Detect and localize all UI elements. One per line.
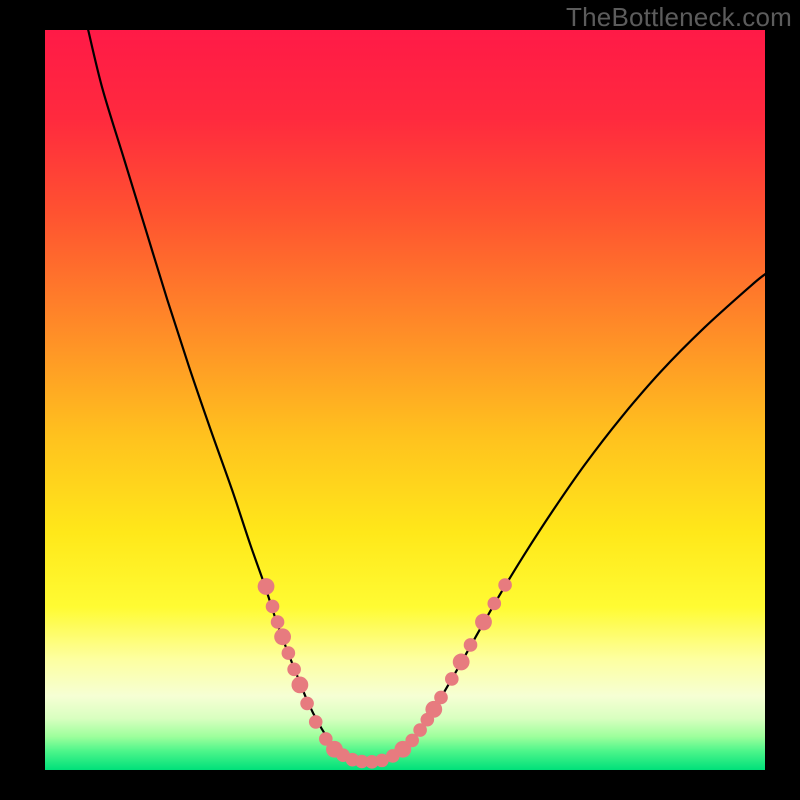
data-dot (287, 663, 301, 677)
plot-svg (45, 30, 765, 770)
data-dot (475, 614, 492, 631)
data-dot (309, 715, 323, 729)
gradient-background (45, 30, 765, 770)
data-dot (445, 672, 459, 686)
data-dot (258, 578, 275, 595)
data-dot (291, 677, 308, 694)
plot-area (45, 30, 765, 770)
data-dot (453, 654, 470, 671)
data-dot (274, 628, 291, 645)
data-dot (282, 646, 296, 660)
data-dot (434, 691, 448, 705)
watermark-text: TheBottleneck.com (566, 2, 792, 33)
data-dot (271, 615, 285, 629)
data-dot (300, 697, 314, 711)
data-dot (498, 578, 512, 592)
data-dot (266, 600, 280, 614)
chart-stage: TheBottleneck.com (0, 0, 800, 800)
data-dot (487, 597, 501, 611)
data-dot (464, 638, 478, 652)
